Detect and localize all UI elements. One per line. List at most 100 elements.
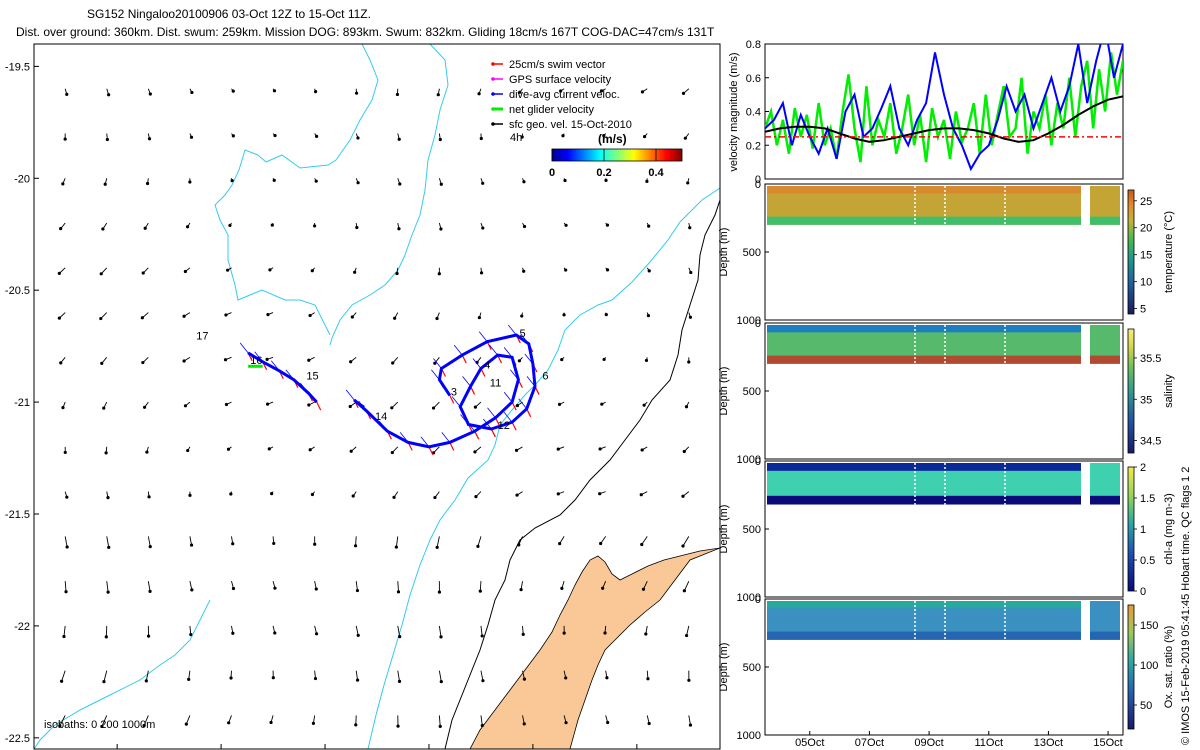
day-label: 5 bbox=[519, 328, 525, 340]
geo-vector-head bbox=[640, 448, 644, 452]
geo-vector-head bbox=[313, 676, 318, 681]
section-colorbar bbox=[1127, 189, 1135, 315]
day-label: 4 bbox=[484, 360, 490, 372]
geo-vector-head bbox=[103, 182, 107, 186]
time-x-tick-label: 07Oct bbox=[855, 737, 884, 749]
geo-vector-head bbox=[439, 182, 443, 186]
geo-vector-head bbox=[273, 631, 277, 635]
speed-colorbar-tick-label: 0.2 bbox=[596, 167, 611, 179]
geo-vector-head bbox=[398, 634, 402, 639]
swim-vector bbox=[449, 395, 455, 404]
velocity-series bbox=[765, 44, 1123, 172]
geo-vector-head bbox=[397, 227, 401, 231]
geo-vector-head bbox=[390, 406, 394, 410]
velocity-y-axis: 0 0.2 0.4 0.6 0.8 bbox=[746, 39, 769, 186]
day-label: 14 bbox=[375, 411, 387, 423]
geo-vector-head bbox=[353, 270, 357, 274]
geo-vector-head bbox=[268, 268, 272, 272]
geo-vector-head bbox=[271, 676, 275, 680]
legend-label: sfc geo. vel. 15-Oct-2010 bbox=[509, 119, 632, 131]
section-surface-band bbox=[767, 601, 1081, 609]
map-panel: 17 16 15 5 4 6 3 11 14 12 112112.5113113.5114114.… bbox=[5, 43, 721, 750]
geo-vector-head bbox=[355, 225, 359, 230]
map-y-tick-label: -20 bbox=[14, 173, 30, 185]
section-y-tick-label: 0 bbox=[755, 318, 761, 330]
geo-vector-head bbox=[602, 134, 606, 138]
geo-vector-head bbox=[438, 724, 442, 728]
geo-vector bbox=[145, 670, 149, 681]
geo-vector-head bbox=[104, 635, 108, 639]
geo-vector-head bbox=[439, 680, 443, 684]
map-y-tick-label: -22.5 bbox=[5, 733, 30, 745]
legend-swatch-head bbox=[491, 92, 495, 96]
geo-vector-head bbox=[604, 313, 608, 317]
geo-vector bbox=[480, 625, 483, 636]
geo-vector-head bbox=[270, 492, 274, 496]
geo-vector-head bbox=[231, 542, 235, 546]
geo-vector-head bbox=[308, 448, 312, 452]
geo-vector-head bbox=[640, 90, 645, 94]
geo-vector-head bbox=[231, 134, 235, 138]
geo-vector-head bbox=[520, 135, 524, 139]
geo-vector-head bbox=[564, 676, 568, 680]
speed-colorbar-tick-label: 0.4 bbox=[648, 167, 664, 179]
section-colorbar-tick-label: 10 bbox=[1140, 277, 1152, 289]
dac-vector bbox=[441, 432, 451, 443]
dac-vector bbox=[433, 358, 442, 369]
geo-vector-head bbox=[307, 358, 311, 362]
colorbar-unit: (m/s) bbox=[598, 132, 627, 146]
geo-vector-head bbox=[601, 586, 605, 590]
section-y-tick-label: 500 bbox=[743, 662, 761, 674]
geo-vector-head bbox=[356, 633, 360, 637]
geo-vector bbox=[436, 536, 440, 548]
map-frame bbox=[33, 43, 721, 750]
section-oxygen: 0 500 1000 Depth (m) 50 100 150 Ox. sat. ratio … bbox=[718, 594, 1175, 742]
section-y-tick-label: 1000 bbox=[737, 454, 761, 466]
geo-vector-head bbox=[265, 357, 269, 361]
geo-vector bbox=[683, 580, 690, 591]
geo-vector-head bbox=[473, 450, 477, 454]
geo-vector-head bbox=[266, 313, 270, 317]
geo-vector-head bbox=[645, 179, 649, 183]
day-label: 6 bbox=[542, 371, 548, 383]
map-y-axis: -19.5 -20 -20.5 -21 -21.5 -22 -22.5 bbox=[5, 61, 39, 745]
legend-swatch-head bbox=[491, 107, 495, 111]
section-surface-band bbox=[767, 325, 1081, 333]
legend-swatch-head bbox=[491, 122, 495, 126]
velocity-y-tick-label: 0.6 bbox=[746, 73, 761, 85]
geo-vector-head bbox=[183, 269, 187, 274]
map-y-tick-label: -19.5 bbox=[5, 61, 30, 73]
geo-vector-head bbox=[58, 724, 62, 728]
section-colorbar-tick-label: 2 bbox=[1140, 462, 1146, 474]
geo-vector-head bbox=[684, 633, 689, 638]
geo-vector-head bbox=[185, 225, 190, 229]
dac-vector bbox=[431, 369, 440, 380]
geo-vector-head bbox=[437, 590, 442, 594]
geo-vector-head bbox=[647, 269, 651, 273]
geo-vector-head bbox=[100, 361, 104, 365]
geo-vector-head bbox=[474, 495, 478, 499]
section-colorbar bbox=[1127, 604, 1135, 730]
geo-vector-head bbox=[356, 136, 360, 140]
section-deep-band bbox=[767, 355, 1081, 364]
geo-vector-head bbox=[350, 315, 354, 319]
legend-label: GPS surface velocity bbox=[509, 74, 612, 86]
geo-vector-head bbox=[229, 492, 233, 496]
velocity-y-tick-label: 0 bbox=[755, 174, 761, 186]
section-colorbar-label: Ox. sat. ratio (%) bbox=[1163, 626, 1175, 709]
map-y-tick-label: -21.5 bbox=[5, 509, 30, 521]
geo-vector-head bbox=[189, 135, 194, 139]
geo-vector-head bbox=[142, 724, 146, 728]
geo-vector-head bbox=[515, 403, 520, 408]
day-label: 12 bbox=[498, 420, 510, 432]
geo-vector-head bbox=[561, 134, 565, 138]
geo-vector-head bbox=[356, 181, 360, 185]
geo-vector-head bbox=[230, 179, 234, 183]
dac-vector bbox=[478, 331, 488, 342]
map-legend: 25cm/s swim vector GPS surface velocity di… bbox=[491, 59, 683, 179]
geo-vector-head bbox=[314, 134, 319, 139]
section-surface-band bbox=[767, 463, 1081, 471]
geo-vector-head bbox=[397, 679, 402, 683]
geo-vector-head bbox=[564, 223, 568, 227]
